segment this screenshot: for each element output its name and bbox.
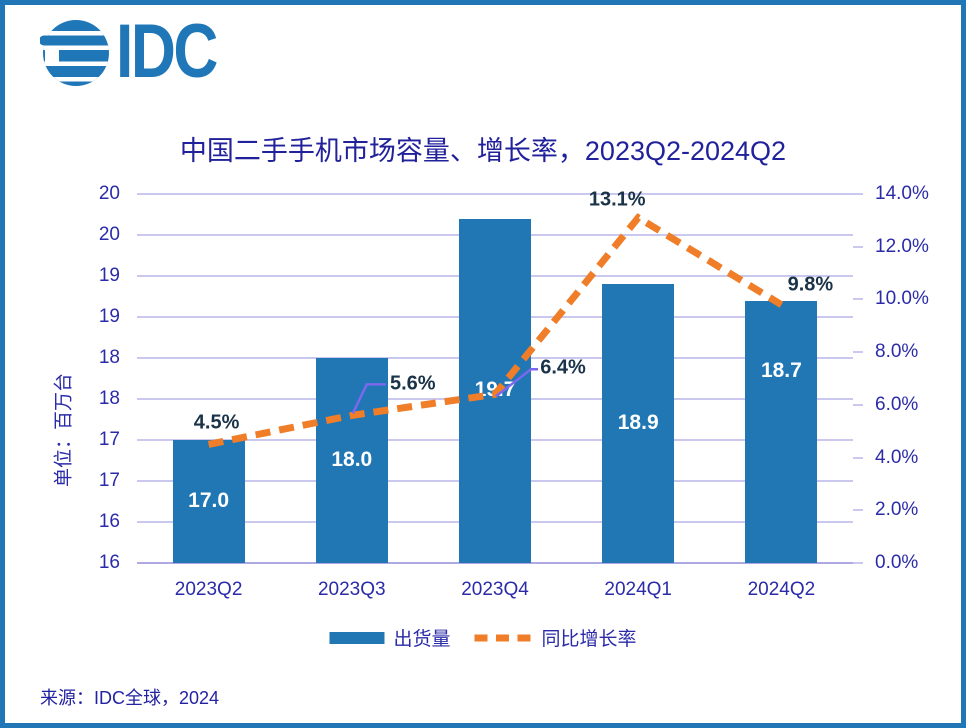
growth-rate-label: 5.6% (390, 372, 436, 395)
left-axis-tick-label: 17 (98, 470, 120, 491)
bar-value-label: 18.7 (760, 358, 802, 382)
x-axis-label-2024Q2: 2024Q2 (747, 579, 816, 600)
idc-logo-text: IDC (116, 9, 218, 94)
legend-dash-swatch (474, 634, 533, 641)
right-axis-tick-label: 6.0% (875, 393, 919, 415)
right-axis-tick-mark (853, 456, 863, 459)
right-axis-tick-mark (853, 298, 863, 301)
left-axis-tick-label: 18 (98, 388, 120, 409)
legend-bar-swatch (329, 631, 385, 644)
left-axis-tick-label: 20 (98, 224, 120, 245)
bar-value-label: 17.0 (188, 488, 230, 512)
right-axis-tick-mark (853, 509, 863, 512)
right-axis-tick-label: 0.0% (875, 552, 919, 573)
right-axis-tick-label: 8.0% (875, 341, 919, 363)
chart-legend: 出货量 同比增长率 (329, 624, 637, 651)
growth-rate-label: 9.8% (787, 273, 834, 296)
idc-logo: IDC (40, 9, 238, 94)
right-axis-tick-mark (853, 351, 863, 354)
right-axis-tick-mark (853, 403, 863, 406)
right-axis-tick-label: 2.0% (875, 499, 919, 521)
x-axis-line (137, 562, 853, 564)
x-axis-label-2023Q4: 2023Q4 (461, 579, 529, 600)
idc-globe-icon (40, 20, 109, 86)
gridline (137, 193, 853, 195)
right-axis-tick-label: 14.0% (875, 183, 929, 204)
right-axis-tick-mark (853, 245, 863, 248)
left-axis-tick-label: 19 (98, 265, 120, 286)
bar-value-label: 19.7 (474, 377, 516, 401)
left-axis-tick-label: 16 (98, 552, 120, 573)
growth-rate-label: 13.1% (588, 188, 646, 211)
bar-2023Q2 (172, 440, 245, 563)
x-axis-label-2023Q2: 2023Q2 (174, 579, 243, 600)
bar-value-label: 18.9 (617, 410, 659, 434)
x-axis-label-2024Q1: 2024Q1 (604, 579, 672, 600)
globe-stripe-protrusion (40, 35, 52, 46)
growth-rate-label: 4.5% (193, 411, 240, 434)
x-axis-label-2023Q3: 2023Q3 (317, 579, 386, 600)
legend-label-shipments: 出货量 (393, 629, 451, 650)
growth-rate-label: 6.4% (540, 356, 586, 379)
left-axis-tick-label: 16 (98, 511, 120, 532)
right-axis-tick-label: 10.0% (875, 288, 929, 310)
right-axis-tick-label: 4.0% (875, 446, 919, 468)
bar-value-label: 18.0 (331, 447, 373, 471)
source-note: 来源：IDC全球，2024 (40, 688, 220, 708)
left-axis-tick-label: 17 (98, 429, 120, 450)
chart-title: 中国二手手机市场容量、增长率，2023Q2-2024Q2 (179, 136, 787, 166)
legend-label-growth-rate: 同比增长率 (541, 629, 637, 650)
right-axis-tick-label: 12.0% (875, 235, 929, 257)
left-axis-tick-label: 20 (98, 183, 120, 204)
bar-2024Q2 (745, 300, 818, 563)
left-axis-tick-label: 18 (98, 347, 120, 368)
left-axis-tick-label: 19 (98, 306, 120, 327)
y-axis-title: 单位：百万台 (53, 372, 75, 488)
right-axis-tick-mark (853, 562, 863, 564)
right-axis-tick-mark (853, 193, 863, 195)
